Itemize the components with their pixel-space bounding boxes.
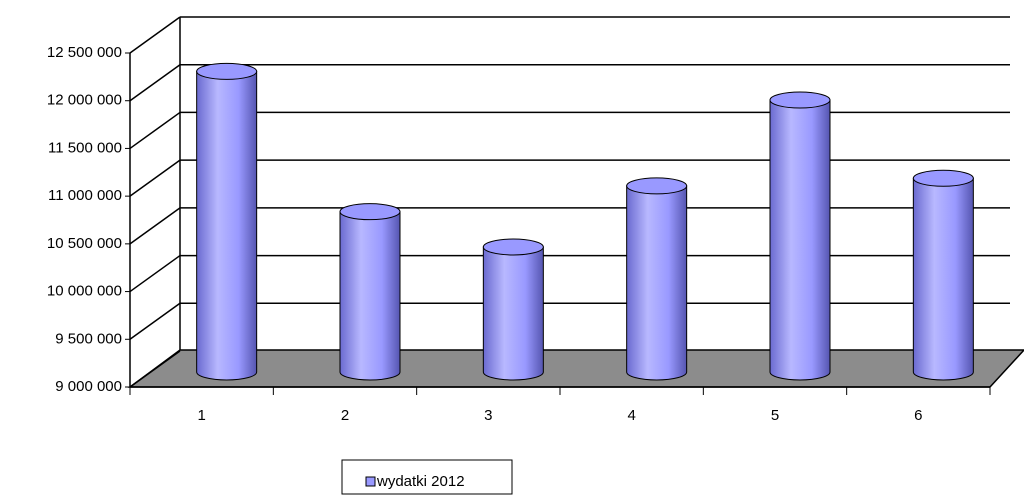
bar — [912, 177, 974, 381]
bar-top — [339, 203, 401, 221]
bar — [626, 185, 688, 381]
grid-depth-line — [129, 207, 181, 245]
y-tick-label: 11 000 000 — [48, 187, 122, 204]
bar-top — [626, 177, 688, 195]
legend-label: wydatki 2012 — [376, 473, 465, 490]
bar-top — [196, 62, 258, 80]
bar — [769, 99, 831, 381]
y-tick-label: 12 000 000 — [47, 92, 122, 109]
grid-depth-line — [129, 64, 181, 102]
x-tick-label: 5 — [771, 407, 779, 424]
y-tick-label: 9 500 000 — [55, 330, 122, 347]
x-tick-label: 6 — [914, 407, 922, 424]
y-tick-label: 12 500 000 — [47, 44, 122, 61]
grid-depth-line — [129, 111, 181, 150]
bar — [482, 246, 544, 381]
bar-top — [912, 169, 974, 187]
x-tick-label: 4 — [627, 407, 635, 424]
bar-top — [769, 91, 831, 109]
grid-depth-line — [129, 302, 181, 340]
legend-swatch — [365, 476, 376, 487]
floor — [127, 349, 1024, 388]
x-tick-label: 1 — [197, 407, 205, 424]
grid-depth-line — [129, 159, 181, 197]
bar — [339, 211, 401, 381]
y-tick-label: 10 500 000 — [47, 235, 122, 252]
bar-top — [482, 238, 544, 256]
grid-depth-line — [129, 254, 181, 293]
x-tick-label: 2 — [341, 407, 349, 424]
y-tick-label: 10 000 000 — [47, 283, 122, 300]
x-tick-label: 3 — [484, 407, 492, 424]
bar — [196, 70, 258, 381]
grid-depth-line — [129, 350, 181, 388]
grid-depth-line — [129, 16, 181, 54]
y-tick-label: 9 000 000 — [55, 378, 122, 395]
y-tick-label: 11 500 000 — [48, 139, 122, 156]
